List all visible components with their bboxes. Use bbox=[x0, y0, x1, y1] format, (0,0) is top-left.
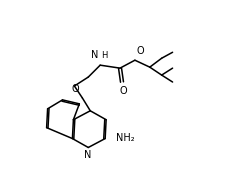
Text: N: N bbox=[91, 50, 98, 60]
Text: O: O bbox=[137, 46, 145, 56]
Text: NH₂: NH₂ bbox=[116, 133, 135, 143]
Text: N: N bbox=[84, 150, 91, 160]
Text: O: O bbox=[72, 84, 79, 94]
Text: O: O bbox=[119, 86, 127, 96]
Text: H: H bbox=[101, 51, 108, 60]
